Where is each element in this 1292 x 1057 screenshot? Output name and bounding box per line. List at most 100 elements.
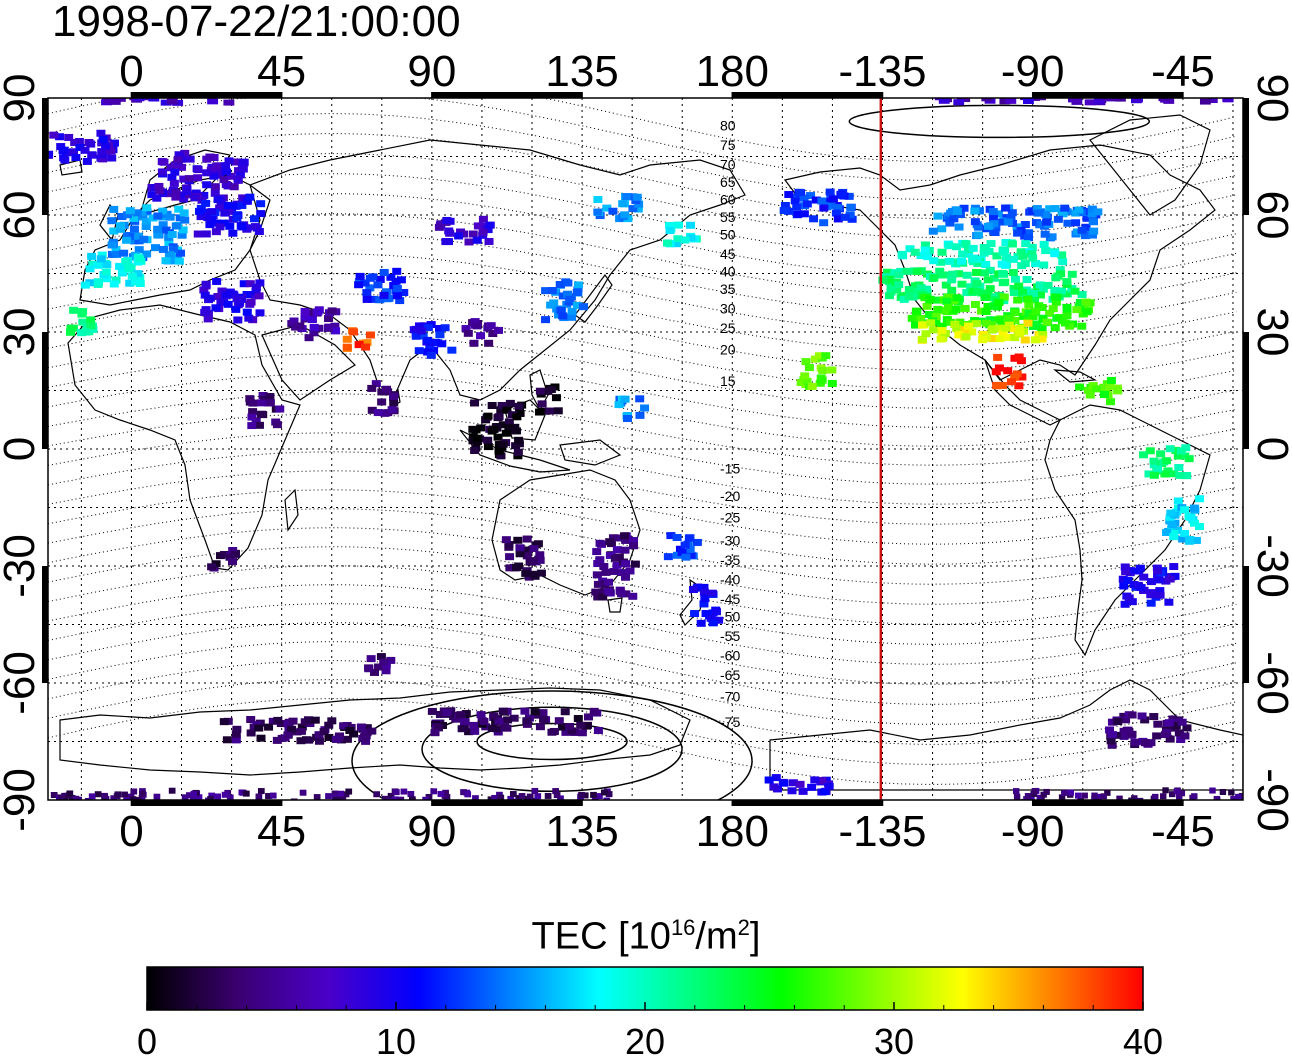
tec-cell bbox=[923, 253, 933, 261]
tec-cell bbox=[158, 207, 168, 215]
tec-cell bbox=[236, 222, 246, 230]
tec-cell bbox=[938, 98, 950, 104]
tec-cell bbox=[459, 723, 469, 731]
tec-cell bbox=[164, 251, 174, 259]
tec-cell bbox=[945, 318, 955, 326]
tec-cell bbox=[593, 593, 603, 601]
tec-cell bbox=[911, 282, 921, 290]
tec-cell bbox=[300, 313, 310, 321]
tec-cell bbox=[246, 716, 256, 724]
tec-cell bbox=[115, 262, 125, 270]
tec-cell bbox=[811, 196, 821, 204]
tec-cell bbox=[155, 187, 165, 195]
tec-cell bbox=[489, 425, 499, 433]
magnetic-latitude-label: 45 bbox=[720, 246, 736, 262]
tec-cell bbox=[107, 154, 117, 162]
tec-cell bbox=[109, 139, 119, 147]
tec-cell bbox=[1034, 209, 1044, 217]
tec-cell bbox=[593, 580, 603, 588]
tec-cell bbox=[1063, 219, 1073, 227]
tec-cell bbox=[560, 708, 570, 716]
tec-cell bbox=[251, 287, 261, 295]
tec-cell bbox=[411, 332, 421, 340]
tec-cell bbox=[207, 795, 215, 800]
tec-cell bbox=[920, 294, 930, 302]
tec-cell bbox=[605, 538, 615, 546]
tec-cell bbox=[224, 207, 234, 215]
tec-cell bbox=[1008, 269, 1018, 277]
tec-cell bbox=[1003, 367, 1013, 375]
tec-cell bbox=[273, 716, 283, 724]
tec-cell bbox=[55, 133, 65, 141]
tec-cell bbox=[1106, 376, 1116, 384]
magnetic-latitude-line bbox=[48, 273, 1237, 352]
tec-cell bbox=[1127, 711, 1137, 719]
tec-cell bbox=[945, 219, 955, 227]
tec-cell bbox=[1089, 227, 1099, 235]
tec-cell bbox=[788, 779, 798, 787]
tec-cell bbox=[386, 656, 396, 664]
tec-cell bbox=[1219, 788, 1227, 795]
tec-cell bbox=[48, 150, 54, 158]
tec-cell bbox=[1231, 798, 1238, 800]
tec-cell bbox=[101, 142, 111, 150]
tec-cell bbox=[223, 300, 233, 308]
tec-cell bbox=[706, 614, 716, 622]
coastline-japan bbox=[574, 273, 613, 323]
lon-scale-bar-bottom bbox=[1032, 800, 1183, 806]
tec-cell bbox=[1165, 513, 1175, 521]
tec-cell bbox=[381, 795, 389, 800]
tec-cell bbox=[166, 98, 178, 105]
tec-cell bbox=[690, 610, 700, 618]
tec-cell bbox=[535, 408, 545, 416]
tec-cell bbox=[884, 292, 894, 300]
tec-cell bbox=[971, 268, 981, 276]
tec-cell bbox=[295, 322, 305, 330]
tec-cell bbox=[971, 320, 981, 328]
tec-cell bbox=[229, 183, 239, 191]
tec-cell bbox=[929, 257, 939, 265]
tec-cell bbox=[237, 296, 247, 304]
tec-cell bbox=[845, 211, 855, 219]
tec-cell bbox=[699, 583, 709, 591]
tec-cell bbox=[593, 196, 603, 204]
tec-cell bbox=[283, 720, 293, 728]
lon-label-bottom: 90 bbox=[407, 807, 456, 856]
tec-cell bbox=[248, 399, 258, 407]
tec-cell bbox=[437, 790, 445, 797]
tec-cell bbox=[237, 201, 247, 209]
tec-cell bbox=[78, 308, 88, 316]
tec-cell bbox=[545, 407, 555, 415]
magnetic-latitude-label: -15 bbox=[720, 461, 740, 477]
tec-cell bbox=[985, 285, 995, 293]
tec-cell bbox=[367, 384, 377, 392]
tec-cell bbox=[1116, 795, 1123, 800]
tec-cell bbox=[327, 307, 337, 315]
tec-cell bbox=[707, 589, 717, 597]
tec-cell bbox=[907, 314, 917, 322]
tec-cell bbox=[468, 230, 478, 238]
tec-cell bbox=[628, 537, 638, 545]
tec-cell bbox=[61, 792, 68, 799]
tec-cell bbox=[1121, 716, 1131, 724]
tec-cell bbox=[1147, 589, 1157, 597]
tec-cell bbox=[799, 194, 809, 202]
tec-cell bbox=[1032, 205, 1042, 213]
tec-cell bbox=[201, 230, 211, 238]
tec-cell bbox=[708, 619, 718, 627]
tec-cell bbox=[985, 266, 995, 274]
tec-cell bbox=[362, 289, 372, 297]
tec-cell bbox=[1073, 228, 1083, 236]
tec-cell bbox=[1070, 287, 1080, 295]
tec-cell bbox=[999, 297, 1009, 305]
tec-cell bbox=[1045, 205, 1055, 213]
tec-cell bbox=[309, 323, 319, 331]
tec-cell bbox=[1079, 209, 1089, 217]
tec-cell bbox=[593, 208, 603, 216]
tec-cell bbox=[677, 548, 687, 556]
tec-cell bbox=[635, 411, 645, 419]
map-title: 1998-07-22/21:00:00 bbox=[52, 0, 461, 46]
tec-cell bbox=[572, 301, 582, 309]
tec-cell bbox=[170, 161, 180, 169]
tec-cell bbox=[257, 788, 265, 795]
